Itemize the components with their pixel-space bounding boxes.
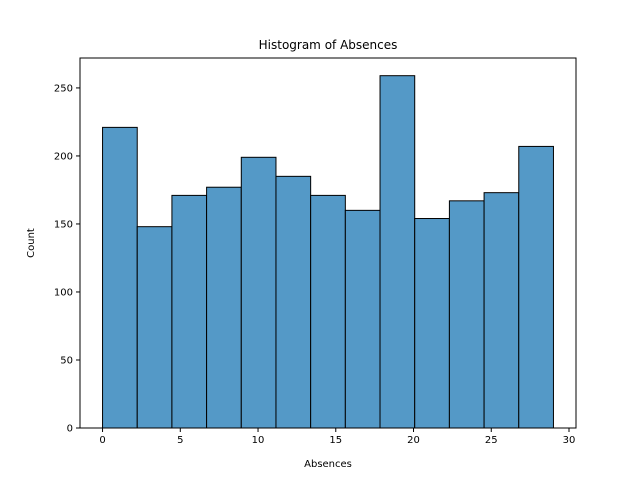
histogram-bar xyxy=(483,192,520,429)
x-tick-label: 0 xyxy=(99,435,105,446)
histogram-bar xyxy=(240,156,277,429)
y-tick-label: 0 xyxy=(67,424,73,435)
x-axis-ticks: 0 5 10 15 20 25 30 xyxy=(99,428,575,446)
axes-frame xyxy=(79,57,577,429)
y-axis-label: Count xyxy=(26,228,37,258)
x-tick-label: 25 xyxy=(485,435,498,446)
x-tick-label: 20 xyxy=(407,435,420,446)
y-tick-label: 100 xyxy=(54,287,73,298)
x-tick-label: 5 xyxy=(177,435,183,446)
x-tick-label: 30 xyxy=(563,435,576,446)
histogram-bar xyxy=(414,218,450,429)
y-tick-label: 50 xyxy=(60,355,73,366)
bars-group xyxy=(102,75,554,429)
histogram-bar xyxy=(206,186,242,429)
x-tick-label: 10 xyxy=(252,435,265,446)
histogram-bar xyxy=(344,209,381,429)
y-axis-ticks: 0 50 100 150 200 250 xyxy=(54,83,80,435)
histogram-bar xyxy=(275,175,312,429)
histogram-bar xyxy=(102,126,138,429)
histogram-bar xyxy=(379,75,416,429)
y-tick-label: 150 xyxy=(54,219,73,230)
histogram-bar xyxy=(171,194,208,429)
x-tick-label: 15 xyxy=(329,435,342,446)
histogram-bar xyxy=(136,226,173,429)
y-tick-label: 200 xyxy=(54,151,73,162)
chart-title: Histogram of Absences xyxy=(259,38,398,52)
x-axis-label: Absences xyxy=(304,459,352,470)
y-tick-label: 250 xyxy=(54,83,73,94)
histogram-bar xyxy=(310,194,346,429)
histogram-bar xyxy=(448,200,485,429)
histogram-bar xyxy=(518,145,554,429)
